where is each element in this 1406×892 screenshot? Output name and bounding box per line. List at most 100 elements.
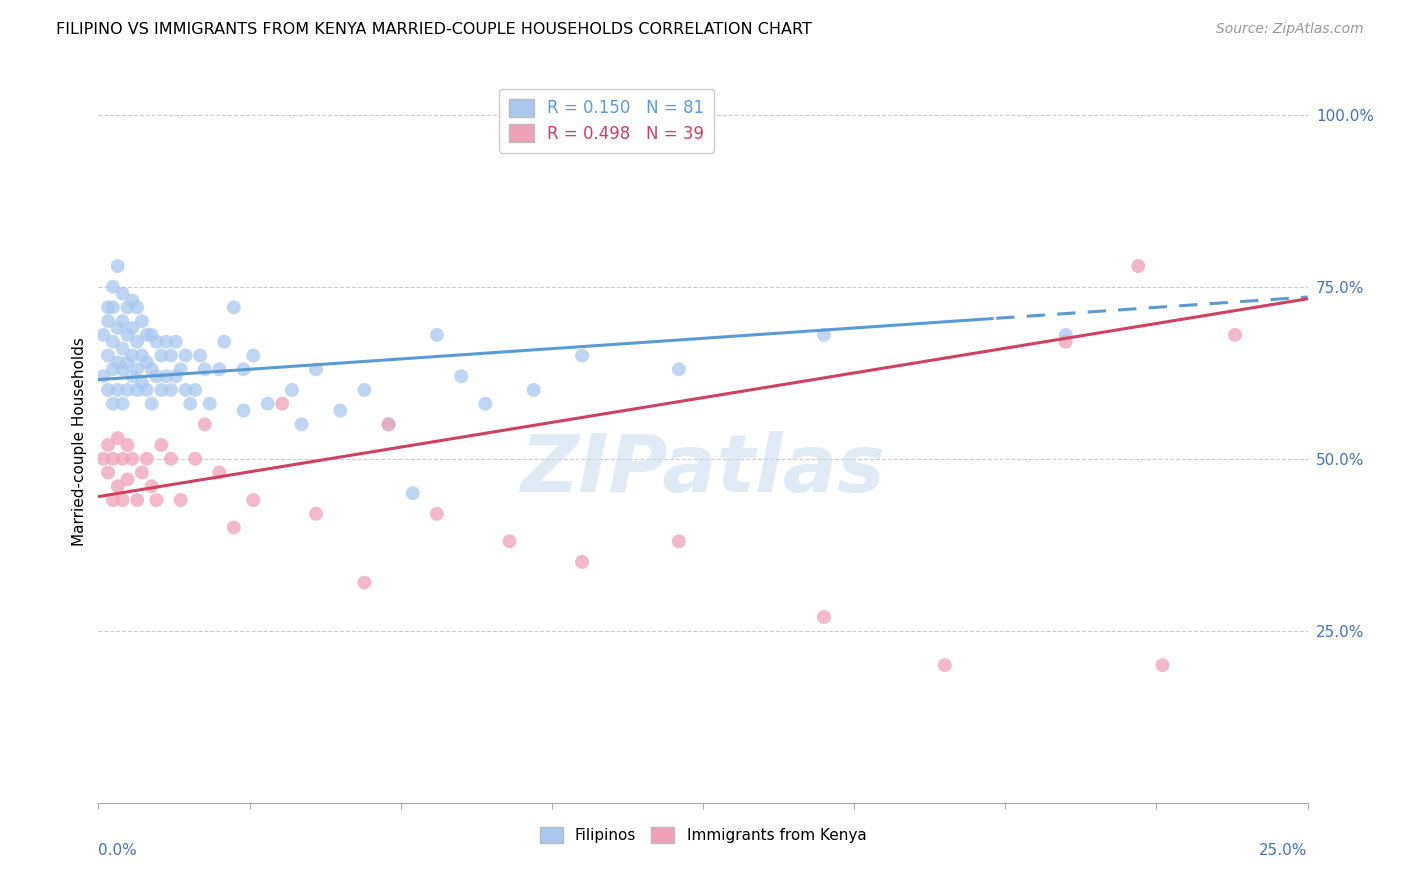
Point <box>1054 327 1077 342</box>
Point <box>107 479 129 493</box>
Point <box>329 403 352 417</box>
Point <box>111 314 134 328</box>
Point <box>150 349 173 363</box>
Point <box>121 321 143 335</box>
Point <box>91 327 114 342</box>
Point <box>165 334 187 349</box>
Point <box>402 486 425 500</box>
Point <box>165 369 187 384</box>
Point <box>934 658 956 673</box>
Point <box>131 314 153 328</box>
Point <box>150 438 173 452</box>
Point <box>813 610 835 624</box>
Point <box>242 349 264 363</box>
Text: 25.0%: 25.0% <box>1260 843 1308 857</box>
Point <box>668 534 690 549</box>
Point <box>127 301 149 315</box>
Point <box>101 397 124 411</box>
Point <box>194 417 217 432</box>
Point <box>179 397 201 411</box>
Point <box>117 301 139 315</box>
Point <box>353 383 375 397</box>
Point <box>1054 334 1077 349</box>
Point <box>131 376 153 390</box>
Point <box>305 507 328 521</box>
Point <box>141 479 163 493</box>
Point <box>198 397 221 411</box>
Point <box>155 334 177 349</box>
Text: FILIPINO VS IMMIGRANTS FROM KENYA MARRIED-COUPLE HOUSEHOLDS CORRELATION CHART: FILIPINO VS IMMIGRANTS FROM KENYA MARRIE… <box>56 22 813 37</box>
Point <box>107 431 129 445</box>
Point <box>290 417 312 432</box>
Point <box>184 451 207 466</box>
Point <box>174 349 197 363</box>
Point <box>111 397 134 411</box>
Point <box>117 472 139 486</box>
Point <box>194 362 217 376</box>
Point <box>97 438 120 452</box>
Text: Source: ZipAtlas.com: Source: ZipAtlas.com <box>1216 22 1364 37</box>
Point <box>208 466 231 480</box>
Point <box>97 314 120 328</box>
Point <box>131 466 153 480</box>
Point <box>450 369 472 384</box>
Point <box>145 369 167 384</box>
Point <box>188 349 211 363</box>
Point <box>160 383 183 397</box>
Point <box>135 383 157 397</box>
Point <box>121 293 143 308</box>
Point <box>377 417 399 432</box>
Point <box>141 327 163 342</box>
Point <box>135 355 157 369</box>
Y-axis label: Married-couple Households: Married-couple Households <box>72 337 87 546</box>
Point <box>107 383 129 397</box>
Point <box>111 493 134 508</box>
Point <box>141 362 163 376</box>
Point <box>91 451 114 466</box>
Point <box>426 507 449 521</box>
Point <box>377 417 399 432</box>
Point <box>101 334 124 349</box>
Point <box>111 451 134 466</box>
Point <box>523 383 546 397</box>
Point <box>91 369 114 384</box>
Point <box>169 362 191 376</box>
Point <box>160 451 183 466</box>
Point <box>101 493 124 508</box>
Point <box>571 555 593 569</box>
Point <box>101 451 124 466</box>
Point <box>107 355 129 369</box>
Point <box>127 362 149 376</box>
Point <box>107 321 129 335</box>
Point <box>117 383 139 397</box>
Point <box>117 355 139 369</box>
Point <box>184 383 207 397</box>
Point <box>111 362 134 376</box>
Point <box>271 397 294 411</box>
Point <box>131 349 153 363</box>
Point <box>97 349 120 363</box>
Point <box>169 493 191 508</box>
Point <box>107 259 129 273</box>
Point <box>426 327 449 342</box>
Point <box>1128 259 1150 273</box>
Point <box>1152 658 1174 673</box>
Point <box>145 334 167 349</box>
Point <box>97 466 120 480</box>
Point <box>212 334 235 349</box>
Point <box>97 383 120 397</box>
Point <box>571 349 593 363</box>
Point <box>141 397 163 411</box>
Point <box>174 383 197 397</box>
Point <box>101 301 124 315</box>
Point <box>135 451 157 466</box>
Point <box>353 575 375 590</box>
Point <box>232 403 254 417</box>
Point <box>127 493 149 508</box>
Point <box>111 342 134 356</box>
Point <box>232 362 254 376</box>
Point <box>121 349 143 363</box>
Point <box>668 362 690 376</box>
Point <box>242 493 264 508</box>
Point <box>97 301 120 315</box>
